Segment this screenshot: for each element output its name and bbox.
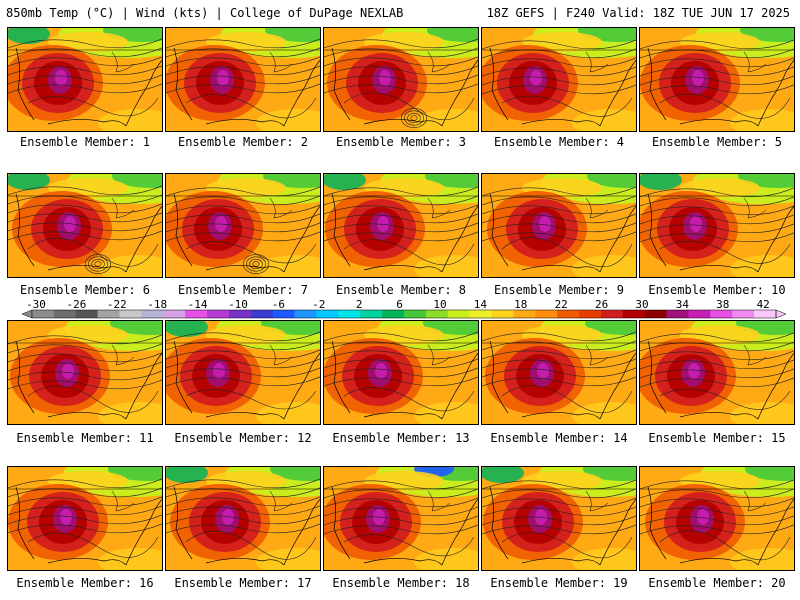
member-caption: Ensemble Member: 1 xyxy=(19,135,151,149)
member-caption: Ensemble Member: 12 xyxy=(174,431,312,445)
ensemble-member-map xyxy=(481,320,637,425)
member-caption: Ensemble Member: 8 xyxy=(335,283,467,297)
member-caption: Ensemble Member: 17 xyxy=(174,576,312,590)
colorbar-swatch xyxy=(622,310,646,318)
colorbar-swatch xyxy=(294,310,317,318)
colorbar-swatch xyxy=(666,310,689,318)
member-caption: Ensemble Member: 10 xyxy=(648,283,786,297)
member-caption: Ensemble Member: 3 xyxy=(335,135,467,149)
ensemble-member-map xyxy=(165,173,321,278)
member-caption: Ensemble Member: 6 xyxy=(19,283,151,297)
member-caption: Ensemble Member: 20 xyxy=(648,576,786,590)
member-caption: Ensemble Member: 18 xyxy=(332,576,470,590)
colorbar-swatch xyxy=(32,310,55,318)
colorbar-swatch xyxy=(75,310,98,318)
member-caption: Ensemble Member: 7 xyxy=(177,283,309,297)
colorbar-tick-label: 14 xyxy=(473,298,488,311)
member-caption: Ensemble Member: 16 xyxy=(16,576,154,590)
ensemble-member-map xyxy=(7,173,163,278)
ensemble-member-map xyxy=(7,320,163,425)
colorbar-swatch xyxy=(688,310,711,318)
colorbar-swatch xyxy=(228,310,252,318)
member-caption: Ensemble Member: 15 xyxy=(648,431,786,445)
colorbar-tick-label: -6 xyxy=(271,298,286,311)
colorbar-swatch xyxy=(557,310,580,318)
colorbar-tick-label: 26 xyxy=(594,298,609,311)
colorbar-swatch xyxy=(600,310,624,318)
colorbar-swatch xyxy=(513,310,536,318)
member-caption: Ensemble Member: 2 xyxy=(177,135,309,149)
colorbar-swatch xyxy=(469,310,492,318)
ensemble-member-map xyxy=(323,466,479,571)
colorbar-swatch xyxy=(425,310,449,318)
member-caption: Ensemble Member: 11 xyxy=(16,431,154,445)
colorbar-tick-label: -10 xyxy=(228,298,248,311)
colorbar-tick-label: 6 xyxy=(396,298,403,311)
member-caption: Ensemble Member: 9 xyxy=(493,283,625,297)
ensemble-member-map xyxy=(639,466,795,571)
colorbar-tick-label: 34 xyxy=(675,298,690,311)
member-caption: Ensemble Member: 5 xyxy=(651,135,783,149)
chart-title: 850mb Temp (°C) | Wind (kts) | College o… xyxy=(6,6,404,20)
colorbar-swatch xyxy=(338,310,361,318)
colorbar-tick-label: -30 xyxy=(26,298,46,311)
ensemble-member-map xyxy=(165,27,321,132)
colorbar-tick-label: 30 xyxy=(635,298,649,311)
member-caption: Ensemble Member: 14 xyxy=(490,431,628,445)
ensemble-member-map xyxy=(323,173,479,278)
colorbar-swatch xyxy=(579,310,602,318)
ensemble-member-map xyxy=(7,27,163,132)
colorbar-swatch xyxy=(272,310,295,318)
colorbar-swatch xyxy=(447,310,470,318)
ensemble-member-map xyxy=(639,320,795,425)
colorbar-tick-label: -14 xyxy=(187,298,208,311)
colorbar-tick-label: 2 xyxy=(355,298,363,311)
colorbar-tick-label: 10 xyxy=(433,298,447,311)
colorbar-swatch xyxy=(163,310,186,318)
ensemble-member-map xyxy=(639,27,795,132)
colorbar-swatch xyxy=(360,310,383,318)
colorbar-tick-label: 38 xyxy=(716,298,730,311)
colorbar-min-arrow xyxy=(22,309,33,319)
colorbar-tick-label: -22 xyxy=(106,298,127,311)
colorbar-swatch xyxy=(710,310,733,318)
colorbar-swatch xyxy=(535,310,558,318)
colorbar-tick-label: -2 xyxy=(312,298,326,311)
colorbar-swatch xyxy=(382,310,405,318)
ensemble-member-map xyxy=(323,27,479,132)
colorbar-swatch xyxy=(754,310,777,318)
temperature-colorbar xyxy=(22,309,786,319)
colorbar-tick-label: 18 xyxy=(514,298,528,311)
colorbar-swatch xyxy=(644,310,667,318)
colorbar-swatch xyxy=(185,310,208,318)
ensemble-member-map xyxy=(165,466,321,571)
colorbar-tick-label: 42 xyxy=(756,298,770,311)
colorbar-swatch xyxy=(491,310,514,318)
ensemble-member-map xyxy=(165,320,321,425)
ensemble-member-map xyxy=(481,27,637,132)
colorbar-swatch xyxy=(119,310,142,318)
colorbar-swatch xyxy=(316,310,339,318)
ensemble-member-map xyxy=(481,466,637,571)
member-caption: Ensemble Member: 19 xyxy=(490,576,628,590)
ensemble-member-map xyxy=(323,320,479,425)
member-caption: Ensemble Member: 4 xyxy=(493,135,625,149)
run-valid-time: 18Z GEFS | F240 Valid: 18Z TUE JUN 17 20… xyxy=(486,6,790,20)
ensemble-member-map xyxy=(639,173,795,278)
colorbar-tick-label: 22 xyxy=(554,298,568,311)
colorbar-swatch xyxy=(207,310,230,318)
ensemble-member-map xyxy=(7,466,163,571)
colorbar-tick-label: -18 xyxy=(147,298,168,311)
colorbar-swatch xyxy=(732,310,755,318)
colorbar-swatch xyxy=(97,310,120,318)
colorbar-swatch xyxy=(250,310,274,318)
ensemble-member-map xyxy=(481,173,637,278)
colorbar-swatch xyxy=(404,310,427,318)
colorbar-swatch xyxy=(141,310,164,318)
member-caption: Ensemble Member: 13 xyxy=(332,431,470,445)
colorbar-swatch xyxy=(53,310,77,318)
colorbar-max-arrow xyxy=(775,309,786,319)
colorbar-tick-label: -26 xyxy=(66,298,87,311)
